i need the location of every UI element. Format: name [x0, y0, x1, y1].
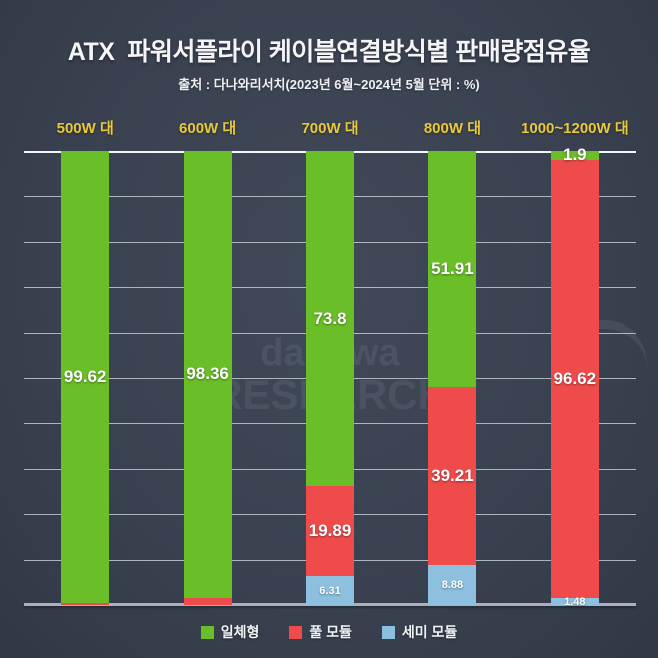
stacked-bar: 51.91 39.21 8.88	[428, 151, 477, 605]
legend-label: 세미 모듈	[401, 624, 458, 640]
bar-value-label: 1.48	[564, 595, 586, 608]
stacked-bar: 73.8 19.89 6.31	[306, 151, 355, 605]
bar-segment: 6.31	[306, 576, 355, 605]
category-label: 1000~1200W 대	[521, 120, 629, 137]
legend-swatch	[381, 625, 395, 639]
stacked-bar: 98.36	[183, 151, 232, 605]
bar-segment: 1.48	[550, 595, 599, 608]
bar-segment: 39.21	[428, 386, 477, 565]
bar-segment	[61, 603, 110, 605]
legend-item: 세미 모듈	[381, 622, 458, 642]
bar-value-label: 6.31	[319, 584, 341, 597]
bars-layer: 99.62 98.36 73.8 19.89 6.31 51.91 39.21 8.88 1.9…	[24, 145, 636, 608]
bar-segment: 19.89	[306, 486, 355, 577]
category-label: 600W 대	[179, 120, 237, 137]
category-label: 500W 대	[56, 120, 114, 137]
bar-segment: 98.36	[183, 151, 232, 598]
bar-segment	[183, 597, 232, 605]
legend-label: 풀 모듈	[309, 624, 352, 640]
stacked-bar: 99.62	[61, 151, 110, 605]
bar-value-label: 96.62	[553, 368, 597, 388]
bar-segment: 96.62	[550, 159, 599, 599]
bar-value-label: 99.62	[63, 367, 107, 387]
bar-value-label: 51.91	[431, 258, 474, 278]
legend-item: 풀 모듈	[289, 622, 352, 642]
bar-slot: 1.9 96.62 1.48	[514, 145, 636, 608]
bar-slot: 51.91 39.21 8.88	[391, 151, 513, 605]
legend-item: 일체형	[200, 622, 260, 642]
plot-area: danawa RESEARCH 99.6298.3673.819.896.315…	[24, 145, 653, 608]
legend-swatch	[200, 625, 214, 639]
legend: 일체형 풀 모듈 세미 모듈	[0, 620, 658, 644]
bar-value-label: 98.36	[186, 364, 229, 384]
legend-label: 일체형	[220, 624, 260, 640]
bar-segment: 99.62	[61, 151, 110, 604]
bar-segment: 1.9	[550, 145, 599, 164]
category-label: 700W 대	[301, 120, 359, 137]
bar-value-label: 73.8	[313, 308, 347, 328]
source-note: 출처 : 다나와리서치(2023년 6월~2024년 5월 단위 : %)	[178, 77, 480, 92]
category-labels-row: 500W 대 600W 대 700W 대 800W 대 1000~1200W 대	[24, 117, 636, 137]
bar-slot: 98.36	[146, 151, 268, 605]
bar-segment: 8.88	[428, 564, 477, 605]
bar-segment: 73.8	[306, 151, 355, 487]
page-title: ATX 파워서플라이 케이블연결방식별 판매량점유율	[67, 38, 591, 66]
stacked-bar: 1.9 96.62 1.48	[550, 145, 599, 608]
bar-value-label: 1.9	[563, 145, 587, 165]
bar-value-label: 39.21	[431, 465, 474, 485]
bar-slot: 99.62	[24, 151, 146, 605]
bar-value-label: 8.88	[441, 578, 464, 591]
bar-value-label: 19.89	[308, 521, 352, 541]
bar-segment: 51.91	[428, 151, 477, 387]
legend-swatch	[289, 625, 303, 639]
bar-slot: 73.8 19.89 6.31	[269, 151, 391, 605]
category-label: 800W 대	[423, 120, 481, 137]
